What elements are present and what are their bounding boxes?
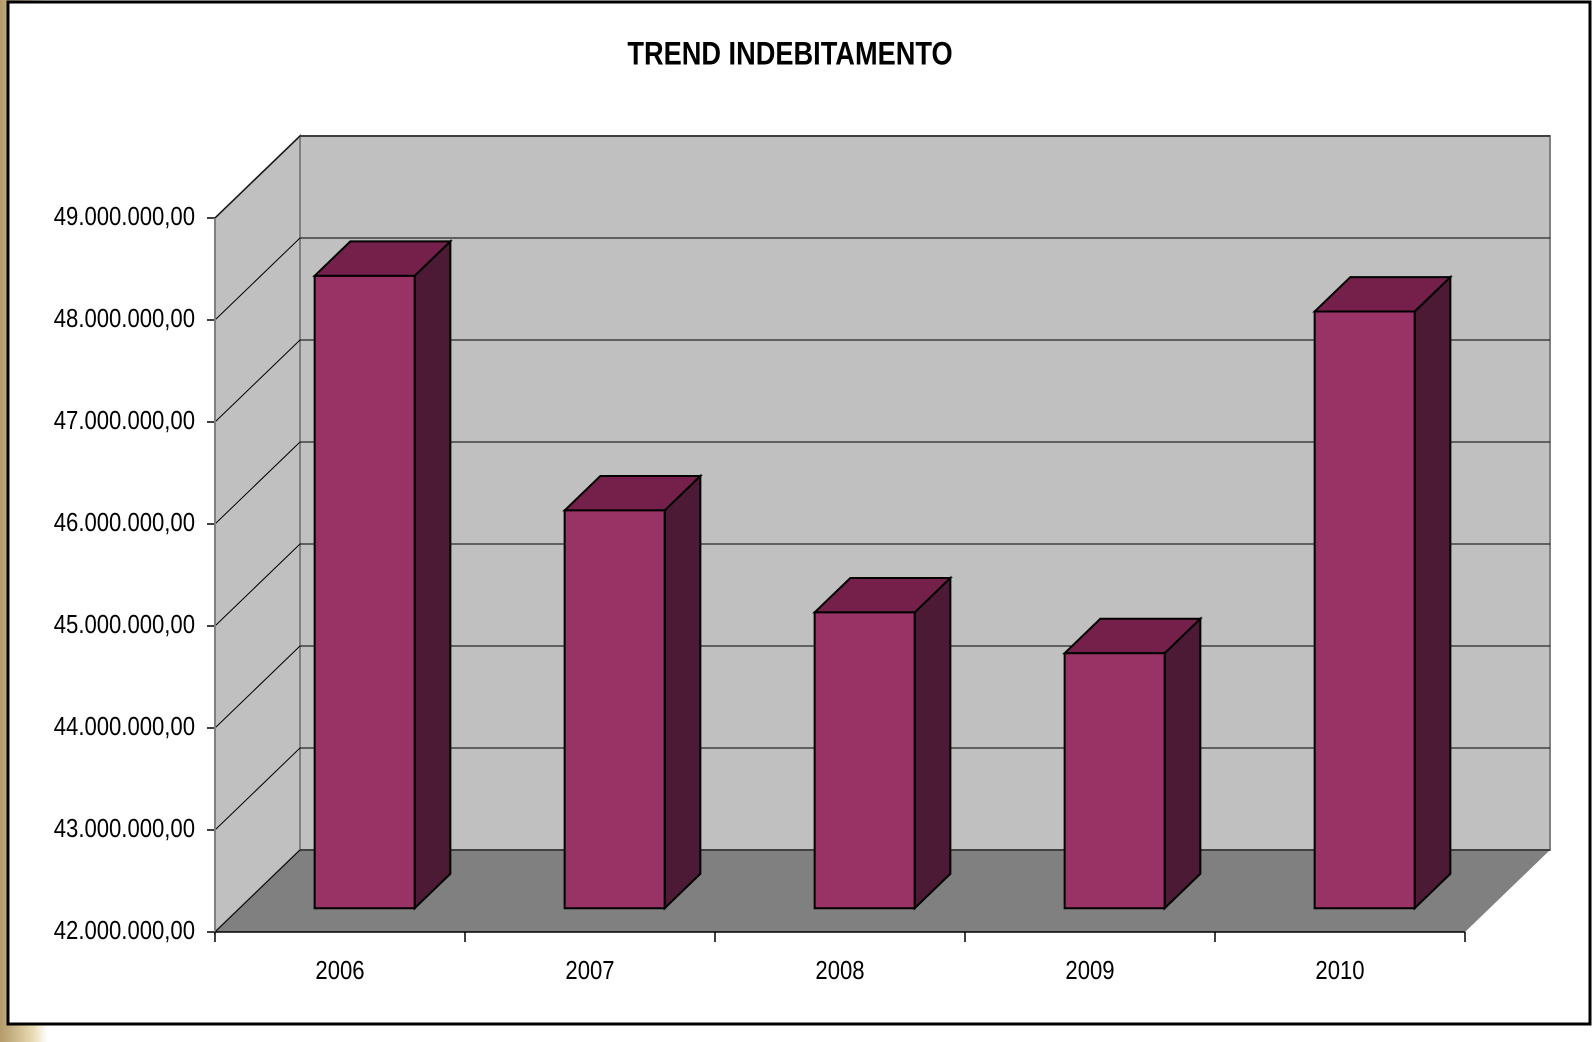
y-tick-label: 47.000.000,00: [54, 406, 195, 435]
bar-side: [913, 575, 952, 911]
y-tick-label: 44.000.000,00: [54, 712, 195, 741]
bar: [1313, 310, 1416, 910]
bar: [563, 509, 666, 910]
grid-line-side: [214, 339, 301, 423]
y-tick-label: 45.000.000,00: [54, 610, 195, 639]
grid-line-side: [214, 849, 301, 933]
grid-line-side: [214, 543, 301, 627]
x-tick-label: 2008: [815, 956, 864, 985]
y-tick-label: 49.000.000,00: [54, 202, 195, 231]
x-tick-label: 2009: [1065, 956, 1114, 985]
grid-line-side: [214, 645, 301, 729]
bar: [813, 611, 916, 910]
y-tick-label: 42.000.000,00: [54, 916, 195, 945]
chart-title: TREND INDEBITAMENTO: [627, 36, 952, 72]
grid-line-side: [214, 441, 301, 525]
y-tick-label: 48.000.000,00: [54, 304, 195, 333]
bar-side: [1413, 274, 1452, 911]
grid-line-side: [214, 747, 301, 831]
x-tick-label: 2006: [315, 956, 364, 985]
x-tick-label: 2007: [565, 956, 614, 985]
side-wall: [214, 133, 301, 935]
y-tick-label: 46.000.000,00: [54, 508, 195, 537]
grid-line-side: [214, 135, 301, 219]
grid-line-side: [214, 237, 301, 321]
y-tick-label: 43.000.000,00: [54, 814, 195, 843]
x-tick-label: 2010: [1315, 956, 1364, 985]
bar-side: [663, 473, 702, 911]
bar-side: [1163, 616, 1202, 911]
bar: [313, 274, 416, 910]
bar: [1063, 652, 1166, 910]
bar-side: [413, 239, 452, 911]
